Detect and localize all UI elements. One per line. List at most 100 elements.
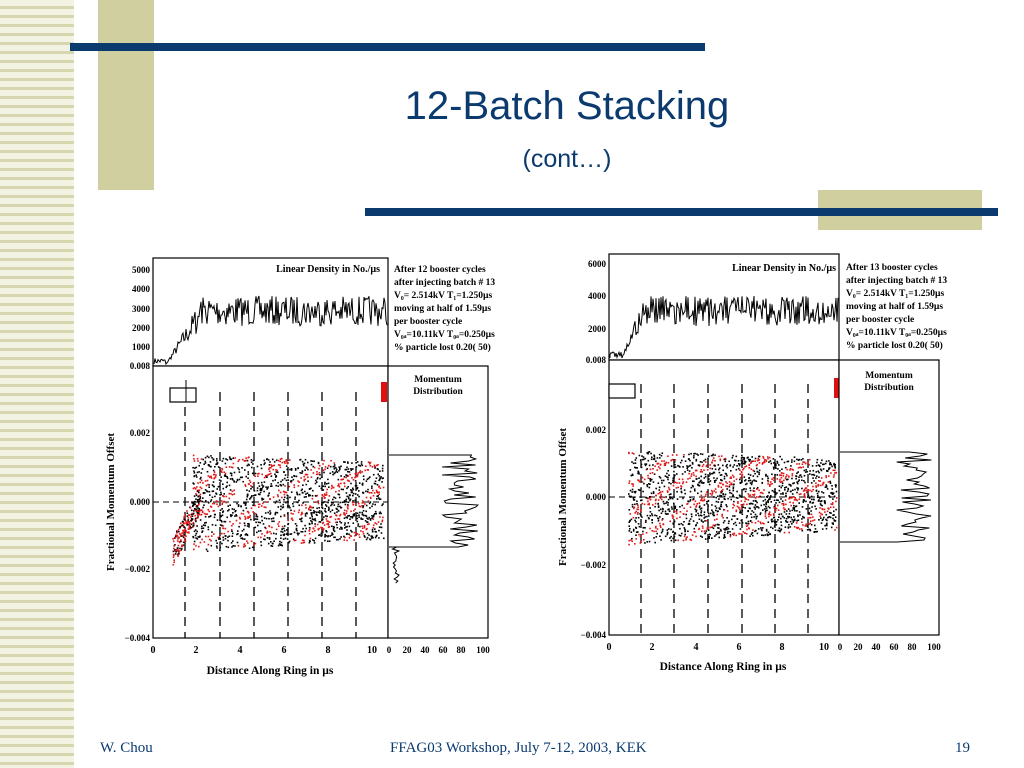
particle <box>744 466 746 468</box>
particle <box>694 452 696 455</box>
particle <box>654 514 656 517</box>
particle <box>327 535 329 538</box>
particle <box>783 461 786 464</box>
particle <box>724 528 727 530</box>
particle <box>313 542 316 544</box>
particle <box>209 494 211 496</box>
particle <box>820 468 822 471</box>
particle <box>784 526 787 528</box>
particle <box>303 475 305 478</box>
particle <box>646 514 649 517</box>
particle <box>732 489 735 492</box>
particle <box>249 481 252 483</box>
particle <box>363 514 365 517</box>
particle <box>188 528 191 530</box>
particle <box>754 472 756 475</box>
particle <box>213 533 215 535</box>
particle <box>633 453 635 455</box>
particle <box>730 498 732 501</box>
particle <box>290 468 293 470</box>
particle <box>758 462 761 464</box>
particle <box>312 489 314 492</box>
particle <box>674 459 677 461</box>
particle <box>829 462 832 464</box>
particle <box>221 508 223 510</box>
particle <box>275 528 278 531</box>
particle <box>798 498 801 500</box>
particle <box>286 505 289 507</box>
particle <box>269 498 271 501</box>
particle <box>374 503 376 506</box>
particle <box>651 519 653 521</box>
particle <box>649 479 652 481</box>
particle <box>324 493 326 496</box>
particle <box>657 518 660 520</box>
particle <box>708 478 710 480</box>
particle <box>294 523 297 525</box>
particle <box>325 530 327 532</box>
particle <box>750 461 753 463</box>
particle <box>762 455 764 458</box>
particle <box>371 487 373 489</box>
particle <box>195 537 197 539</box>
particle <box>752 500 755 502</box>
particle <box>336 521 338 523</box>
particle <box>758 459 761 461</box>
particle <box>318 534 320 537</box>
particle <box>225 486 227 489</box>
particle <box>644 464 647 467</box>
particle <box>364 503 366 505</box>
particle <box>250 461 253 464</box>
particle <box>212 490 215 492</box>
particle <box>789 526 792 528</box>
particle <box>654 505 656 508</box>
particle <box>775 502 777 504</box>
particle <box>708 536 710 538</box>
particle <box>769 484 771 486</box>
particle <box>266 487 269 489</box>
particle <box>366 521 369 523</box>
particle <box>711 472 713 475</box>
particle <box>252 494 255 497</box>
particle <box>232 523 234 525</box>
particle <box>233 471 236 474</box>
particle <box>778 489 781 492</box>
particle <box>659 524 662 527</box>
particle <box>712 496 715 498</box>
particle <box>282 483 285 486</box>
particle <box>747 473 750 476</box>
particle <box>192 482 194 484</box>
particle <box>737 467 740 470</box>
particle <box>811 490 813 493</box>
particle <box>821 491 823 493</box>
particle <box>660 531 663 534</box>
particle <box>681 478 684 481</box>
particle <box>290 533 293 535</box>
particle <box>271 465 273 467</box>
particle <box>230 458 233 461</box>
particle <box>731 456 734 459</box>
particle <box>690 475 693 477</box>
particle <box>218 537 221 539</box>
particle <box>738 494 741 497</box>
particle <box>715 509 717 512</box>
particle <box>177 536 179 538</box>
particle <box>805 523 807 525</box>
particle <box>736 505 739 508</box>
particle <box>810 495 813 498</box>
particle <box>710 526 713 529</box>
particle <box>324 483 326 485</box>
particle <box>740 462 743 464</box>
particle <box>270 472 272 475</box>
particle <box>755 515 758 518</box>
particle <box>679 461 682 464</box>
particle <box>243 543 246 545</box>
particle <box>216 503 218 505</box>
side-label: Distribution <box>413 387 463 397</box>
particle <box>745 533 748 535</box>
particle <box>350 510 352 513</box>
particle <box>818 480 820 482</box>
particle <box>192 522 195 525</box>
particle <box>322 529 324 531</box>
particle <box>367 500 370 502</box>
